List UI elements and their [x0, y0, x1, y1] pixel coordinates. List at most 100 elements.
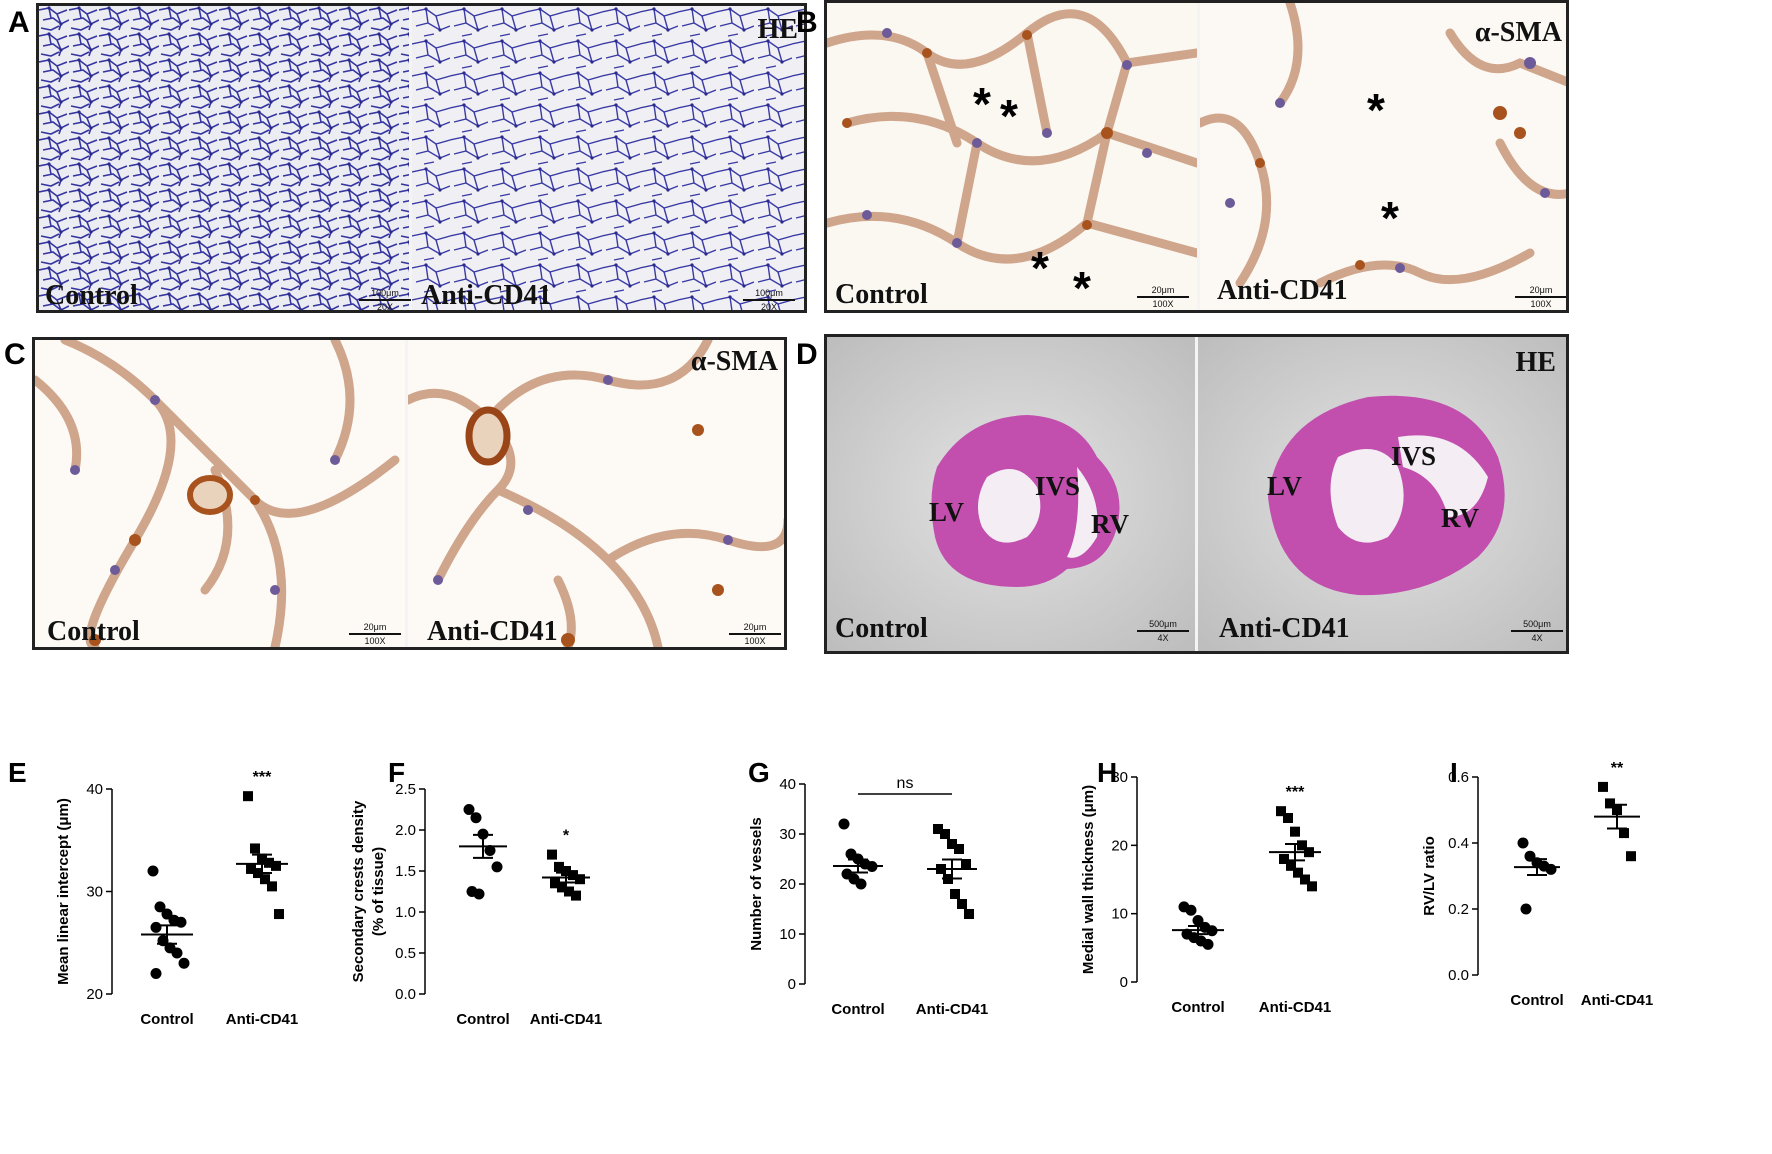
data-point-control: [1202, 938, 1214, 950]
asterisk-marker: *: [1073, 262, 1091, 313]
data-point-anti-cd41: [947, 839, 957, 849]
y-tick-label: 0.4: [1448, 835, 1469, 852]
data-point-anti-cd41: [243, 791, 253, 802]
significance-label: ns: [897, 775, 914, 792]
data-point-anti-cd41: [1286, 860, 1296, 871]
y-tick-label: 0: [788, 976, 796, 993]
micrograph-d-anti: [1198, 337, 1566, 651]
micrograph-d: LV IVS RV LV IVS RV HE Control Anti-CD41…: [824, 334, 1569, 654]
data-point-anti-cd41: [961, 859, 971, 869]
data-point-anti-cd41: [250, 843, 260, 854]
label-a-anti: Anti-CD41: [421, 280, 552, 311]
label-b-control: Control: [835, 279, 928, 310]
y-tick-label: 10: [1111, 906, 1128, 923]
data-point-anti-cd41: [575, 874, 585, 885]
heart-section-control: [827, 337, 1195, 651]
data-point-control: [154, 901, 166, 913]
y-tick-label: 0.0: [395, 986, 416, 1003]
data-point-anti-cd41: [1626, 851, 1636, 862]
data-point-control: [1192, 915, 1204, 926]
y-tick-label: 20: [779, 876, 796, 893]
x-category-label: Anti-CD41: [226, 1011, 299, 1028]
significance-label: ***: [1286, 784, 1305, 801]
data-point-control: [150, 968, 162, 979]
data-point-control: [473, 888, 485, 900]
label-ivs-anti: IVS: [1391, 441, 1437, 471]
data-point-anti-cd41: [568, 870, 578, 881]
scale-bar-d-control: 500μm 4X: [1133, 619, 1193, 643]
y-tick-label: 30: [779, 826, 796, 843]
label-lv-anti: LV: [1267, 471, 1303, 501]
x-category-label: Control: [831, 1001, 884, 1018]
he-lung-texture-anti: [412, 6, 804, 310]
asterisk-marker: *: [1367, 84, 1385, 136]
micrograph-c-anti: [408, 340, 784, 647]
data-point-control: [150, 921, 162, 933]
data-point-control: [171, 947, 183, 959]
x-category-label: Control: [1171, 999, 1224, 1016]
data-point-anti-cd41: [564, 886, 574, 897]
micrograph-a-anti: [412, 6, 804, 310]
asterisk-marker: *: [1031, 242, 1049, 294]
scale-bar-a-anti: 100μm 20X: [739, 288, 799, 310]
y-tick-label: 0.2: [1448, 901, 1469, 918]
data-point-anti-cd41: [954, 844, 964, 854]
scale-bar-b-anti: 20μm 100X: [1511, 285, 1566, 309]
x-category-label: Control: [456, 1011, 509, 1028]
y-tick-label: 0.0: [1448, 967, 1469, 984]
data-point-anti-cd41: [274, 909, 284, 920]
data-point-control: [484, 845, 496, 856]
asterisk-marker: *: [973, 78, 991, 130]
data-point-control: [463, 804, 475, 815]
x-category-label: Anti-CD41: [916, 1001, 989, 1018]
ihc-lung-texture-b-control: [827, 3, 1197, 310]
micrograph-c-control: [35, 340, 405, 647]
label-d-control: Control: [835, 613, 928, 644]
data-point-anti-cd41: [271, 860, 281, 871]
data-point-anti-cd41: [557, 882, 567, 893]
data-point-anti-cd41: [950, 889, 960, 899]
data-point-control: [1185, 904, 1197, 916]
data-point-anti-cd41: [1293, 867, 1303, 878]
ihc-lung-texture-c-anti: [408, 340, 784, 647]
data-point-anti-cd41: [1297, 840, 1307, 851]
significance-label: **: [1611, 760, 1624, 777]
x-category-label: Anti-CD41: [1581, 992, 1654, 1009]
label-ivs-control: IVS: [1035, 471, 1081, 501]
stain-label-d: HE: [1515, 347, 1556, 378]
y-tick-label: 2.5: [395, 781, 416, 798]
y-axis-label: (% of tissue): [370, 847, 387, 936]
x-category-label: Anti-CD41: [1259, 999, 1332, 1016]
data-point-anti-cd41: [1283, 813, 1293, 823]
ihc-lung-texture-c-control: [35, 340, 405, 647]
y-axis-label: Number of vessels: [748, 817, 765, 950]
scatter-charts: E 20 30 40 Mean linear intercept (μm) Control…: [8, 757, 1654, 1028]
micrograph-d-control: [827, 337, 1195, 651]
data-point-anti-cd41: [554, 861, 564, 872]
data-point-control: [470, 812, 482, 824]
data-point-anti-cd41: [1279, 854, 1289, 864]
micrograph-b: * * * * * * α-SMA Control Anti-CD41 20μm…: [824, 0, 1569, 313]
y-axis-label: RV/LV ratio: [1421, 836, 1438, 915]
significance-label: ***: [253, 769, 272, 786]
label-c-control: Control: [47, 616, 140, 647]
data-point-anti-cd41: [267, 881, 277, 892]
data-point-anti-cd41: [264, 857, 274, 868]
data-point-anti-cd41: [246, 863, 256, 874]
scale-bar-c-anti: 20μm 100X: [725, 622, 784, 646]
panel-letter-c: C: [4, 338, 26, 371]
x-category-label: Anti-CD41: [530, 1011, 603, 1028]
chart-letter-h: H: [1097, 757, 1117, 788]
micrograph-d-divider: [1195, 337, 1198, 651]
data-point-anti-cd41: [1290, 826, 1300, 837]
data-point-control: [491, 861, 503, 873]
y-tick-label: 1.5: [395, 863, 416, 880]
micrograph-a-control: [39, 6, 409, 310]
scale-bar-c-control: 20μm 100X: [345, 622, 405, 646]
y-tick-label: 30: [86, 884, 103, 901]
y-axis-label: Medial wall thickness (μm): [1080, 785, 1097, 974]
significance-label: *: [563, 828, 570, 845]
micrograph-a: HE Control Anti-CD41 100μm 20X 100μm 20X: [36, 3, 807, 313]
y-tick-label: 1.0: [395, 904, 416, 921]
y-tick-label: 30: [1111, 769, 1128, 786]
